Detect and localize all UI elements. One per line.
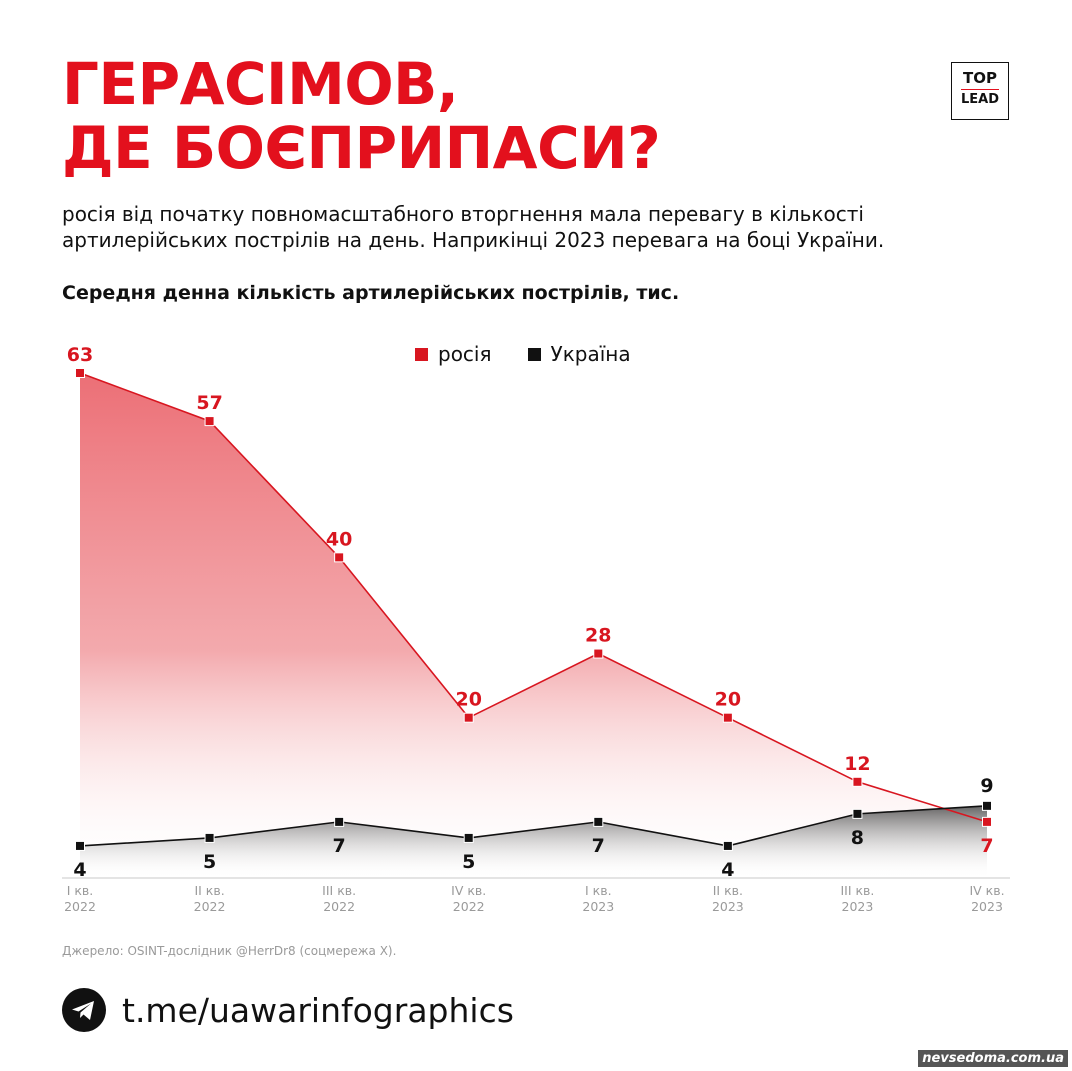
ukraine-point — [204, 832, 215, 843]
russia-point — [982, 816, 992, 827]
logo-divider — [961, 89, 999, 90]
russia-point — [593, 648, 604, 659]
legend-swatch-ukraine — [527, 347, 541, 361]
russia-point — [722, 712, 733, 723]
logo-top-text: TOP — [963, 69, 997, 87]
title-line-2: ДЕ БОЄПРИПАСИ? — [62, 114, 661, 182]
ukraine-point — [722, 840, 733, 851]
russia-value-label: 63 — [67, 344, 93, 366]
russia-point — [852, 776, 863, 787]
russia-point — [463, 712, 474, 723]
title-line-1: ГЕРАСІМОВ, — [62, 50, 459, 118]
telegram-icon — [62, 988, 106, 1032]
ukraine-point — [334, 816, 345, 827]
telegram-channel-link[interactable]: t.me/uawarinfographics — [122, 990, 514, 1030]
chart-title: Середня денна кількість артилерійських п… — [62, 282, 680, 304]
russia-value-label: 20 — [455, 689, 481, 711]
ukraine-value-label: 4 — [721, 859, 734, 881]
legend-swatch-russia — [415, 347, 428, 361]
subtitle-line-2: артилерійських пострілів на день. Наприк… — [62, 228, 885, 252]
russia-value-label: 40 — [326, 528, 352, 550]
ukraine-value-label: 5 — [203, 851, 216, 873]
x-tick-quarter: IV кв. — [969, 883, 1004, 898]
x-tick-quarter: III кв. — [840, 883, 874, 898]
ukraine-point — [852, 808, 863, 819]
ukraine-value-label: 7 — [592, 835, 605, 857]
russia-point — [75, 368, 85, 378]
x-tick-quarter: IV кв. — [451, 883, 486, 898]
logo-bottom-text: LEAD — [960, 92, 1000, 107]
x-tick-year: 2022 — [64, 899, 96, 914]
ukraine-point — [982, 800, 992, 811]
russia-point — [334, 552, 345, 563]
ukraine-point — [593, 816, 604, 827]
legend-label-russia: росія — [438, 342, 492, 366]
ukraine-point — [75, 840, 85, 851]
x-tick-year: 2022 — [323, 899, 355, 914]
ukraine-value-label: 5 — [462, 851, 475, 873]
x-tick-quarter: II кв. — [194, 883, 224, 898]
russia-line — [79, 372, 988, 823]
legend-item-russia: росія — [415, 342, 492, 366]
chart-legend: росія Україна — [415, 342, 631, 366]
ukraine-point — [463, 832, 474, 843]
source-note: Джерело: OSINT-дослідник @HerrDr8 (соцме… — [62, 944, 397, 958]
x-tick-quarter: I кв. — [585, 883, 612, 898]
russia-area — [80, 373, 987, 878]
ukraine-value-label: 8 — [851, 827, 864, 849]
top-lead-logo: TOP LEAD — [951, 62, 1009, 120]
legend-item-ukraine: Україна — [527, 342, 631, 366]
x-tick-quarter: III кв. — [322, 883, 356, 898]
x-tick-year: 2023 — [842, 899, 874, 914]
x-tick-quarter: I кв. — [67, 883, 94, 898]
ukraine-value-label: 9 — [980, 775, 993, 797]
x-tick-year: 2023 — [582, 899, 614, 914]
russia-value-label: 28 — [585, 625, 611, 647]
ukraine-value-label: 4 — [73, 859, 86, 881]
site-watermark: nevsedoma.com.ua — [918, 1050, 1068, 1067]
russia-point — [204, 416, 215, 427]
x-tick-quarter: II кв. — [713, 883, 743, 898]
footer: t.me/uawarinfographics — [62, 988, 514, 1032]
x-tick-year: 2023 — [712, 899, 744, 914]
ukraine-value-label: 7 — [333, 835, 346, 857]
russia-value-label: 20 — [715, 689, 741, 711]
russia-value-label: 7 — [980, 835, 993, 857]
russia-value-label: 57 — [196, 392, 222, 414]
ukraine-line — [79, 805, 988, 847]
x-tick-year: 2022 — [453, 899, 485, 914]
russia-value-label: 12 — [844, 753, 870, 775]
legend-label-ukraine: Україна — [550, 342, 631, 366]
ukraine-area — [80, 805, 987, 878]
subtitle: росія від початку повномасштабного вторг… — [62, 201, 1022, 253]
subtitle-line-1: росія від початку повномасштабного вторг… — [62, 202, 864, 226]
x-tick-year: 2023 — [971, 899, 1003, 914]
x-tick-year: 2022 — [194, 899, 226, 914]
page-title: ГЕРАСІМОВ, ДЕ БОЄПРИПАСИ? — [62, 50, 661, 182]
